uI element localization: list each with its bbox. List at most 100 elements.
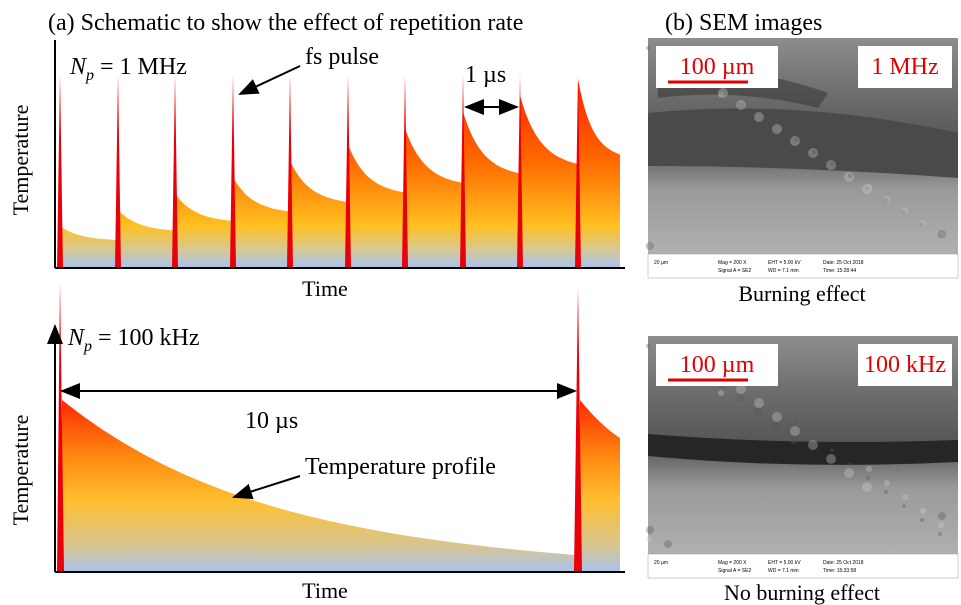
top-schematic xyxy=(57,75,620,268)
sem-texture xyxy=(920,518,924,522)
sem-texture xyxy=(826,454,836,464)
sem-footer-text: Date: 25 Oct 2018 xyxy=(823,260,864,266)
sem-footer-text: Signal A = SE2 xyxy=(718,568,751,574)
temperature-fill xyxy=(578,79,620,268)
sem-footer-text: 20 µm xyxy=(654,260,668,266)
rate-subscript: p xyxy=(83,338,92,355)
sem-texture xyxy=(794,138,798,142)
sem-footer-text: Mag = 200 X xyxy=(718,560,747,566)
temperature-fill xyxy=(118,210,175,268)
period-label: 1 µs xyxy=(465,62,506,88)
rate-label: Np= 1 MHz xyxy=(69,54,187,84)
figure: (a) Schematic to show the effect of repe… xyxy=(0,0,961,605)
sem-texture xyxy=(902,494,908,500)
sem-texture xyxy=(866,466,872,472)
sem-texture xyxy=(772,412,782,422)
sem-footer xyxy=(648,554,958,578)
sem-footer-text: WD = 7.1 mm xyxy=(768,268,799,274)
sem-footer-text: WD = 7.1 mm xyxy=(768,568,799,574)
x-label: Time xyxy=(302,578,348,603)
profile-label: Temperature profile xyxy=(305,454,496,480)
sem-footer-text: Time: 15:28:44 xyxy=(823,268,856,274)
sem-texture xyxy=(646,242,654,250)
temperature-fill xyxy=(290,161,348,268)
sem-footer-text: Signal A = SE2 xyxy=(718,268,751,274)
fs-pulse xyxy=(172,75,178,268)
temperature-fill xyxy=(60,226,118,268)
period-label: 10 µs xyxy=(245,408,298,434)
rate-value: = 100 kHz xyxy=(98,325,200,351)
sem-footer-text: Date: 25 Oct 2018 xyxy=(823,560,864,566)
sem-texture xyxy=(754,408,762,416)
sem-texture xyxy=(844,468,854,478)
sem-texture xyxy=(772,422,780,430)
sem-texture xyxy=(938,512,946,520)
sem-texture xyxy=(772,124,782,134)
sem-texture xyxy=(646,344,650,348)
panel-b-title: (b) SEM images xyxy=(665,10,822,36)
y-label: Temperature xyxy=(8,105,33,216)
rate-subscript: p xyxy=(85,67,94,84)
sem-texture xyxy=(646,46,650,50)
sem-texture xyxy=(812,150,816,154)
sem-texture xyxy=(920,508,926,514)
x-label: Time xyxy=(302,276,348,301)
sem-texture xyxy=(938,522,944,528)
sem-footer-text: Time: 15:33:58 xyxy=(823,568,856,574)
sem-texture xyxy=(920,220,926,226)
sem-texture xyxy=(884,480,890,486)
sem-texture xyxy=(938,532,942,536)
sem-footer-text: EHT = 5.00 kV xyxy=(768,560,801,566)
sem-texture xyxy=(736,394,744,402)
sem-texture xyxy=(718,88,728,98)
temperature-fill xyxy=(233,177,290,268)
y-label: Temperature xyxy=(8,415,33,526)
sem-texture xyxy=(848,462,852,466)
sem-texture xyxy=(848,174,852,178)
rate-label: Np= 100 kHz xyxy=(67,325,200,355)
sem-texture xyxy=(736,100,746,110)
temperature-fill xyxy=(463,112,520,268)
sem-texture xyxy=(718,390,724,396)
sem-texture xyxy=(664,540,672,548)
sem-texture xyxy=(866,184,872,190)
temperature-fill xyxy=(520,96,578,268)
sem-texture xyxy=(830,448,834,452)
sem-texture xyxy=(754,112,764,122)
sem-texture xyxy=(790,436,798,444)
sem-texture xyxy=(794,420,798,424)
sem-image: 20 µm Mag = 200 X EHT = 5.00 kV Date: 25 Oc… xyxy=(646,336,958,578)
temperature-fill xyxy=(580,400,620,572)
scale-label: 100 µm xyxy=(680,54,755,80)
profile-arrow xyxy=(234,476,300,497)
fs-pulse xyxy=(115,75,121,268)
pulse-label: fs pulse xyxy=(305,44,379,70)
sem-footer-text: 20 µm xyxy=(654,560,668,566)
sem-texture xyxy=(902,504,906,508)
pulse-arrow xyxy=(240,66,300,94)
scale-label: 100 µm xyxy=(680,352,755,378)
sem-footer xyxy=(648,254,958,278)
temperature-fill xyxy=(62,400,575,572)
sem-caption: No burning effect xyxy=(724,580,880,605)
sem-texture xyxy=(646,536,652,542)
fs-pulse xyxy=(57,75,63,268)
temperature-fill xyxy=(348,145,405,269)
temperature-fill xyxy=(405,128,463,268)
sem-texture xyxy=(884,196,890,202)
panel-a-title: (a) Schematic to show the effect of repe… xyxy=(48,10,523,36)
sem-texture xyxy=(862,482,872,492)
sem-texture xyxy=(808,440,818,450)
sem-texture xyxy=(754,398,764,408)
rate-value: = 1 MHz xyxy=(100,54,187,80)
fs-pulse xyxy=(230,75,236,268)
sem-texture xyxy=(830,162,834,166)
sem-caption: Burning effect xyxy=(738,281,865,306)
sem-texture xyxy=(884,490,888,494)
sem-footer-text: Mag = 200 X xyxy=(718,260,747,266)
sem-texture xyxy=(938,230,946,238)
sem-texture xyxy=(812,434,816,438)
sem-texture xyxy=(902,208,908,214)
sem-texture xyxy=(646,526,654,534)
